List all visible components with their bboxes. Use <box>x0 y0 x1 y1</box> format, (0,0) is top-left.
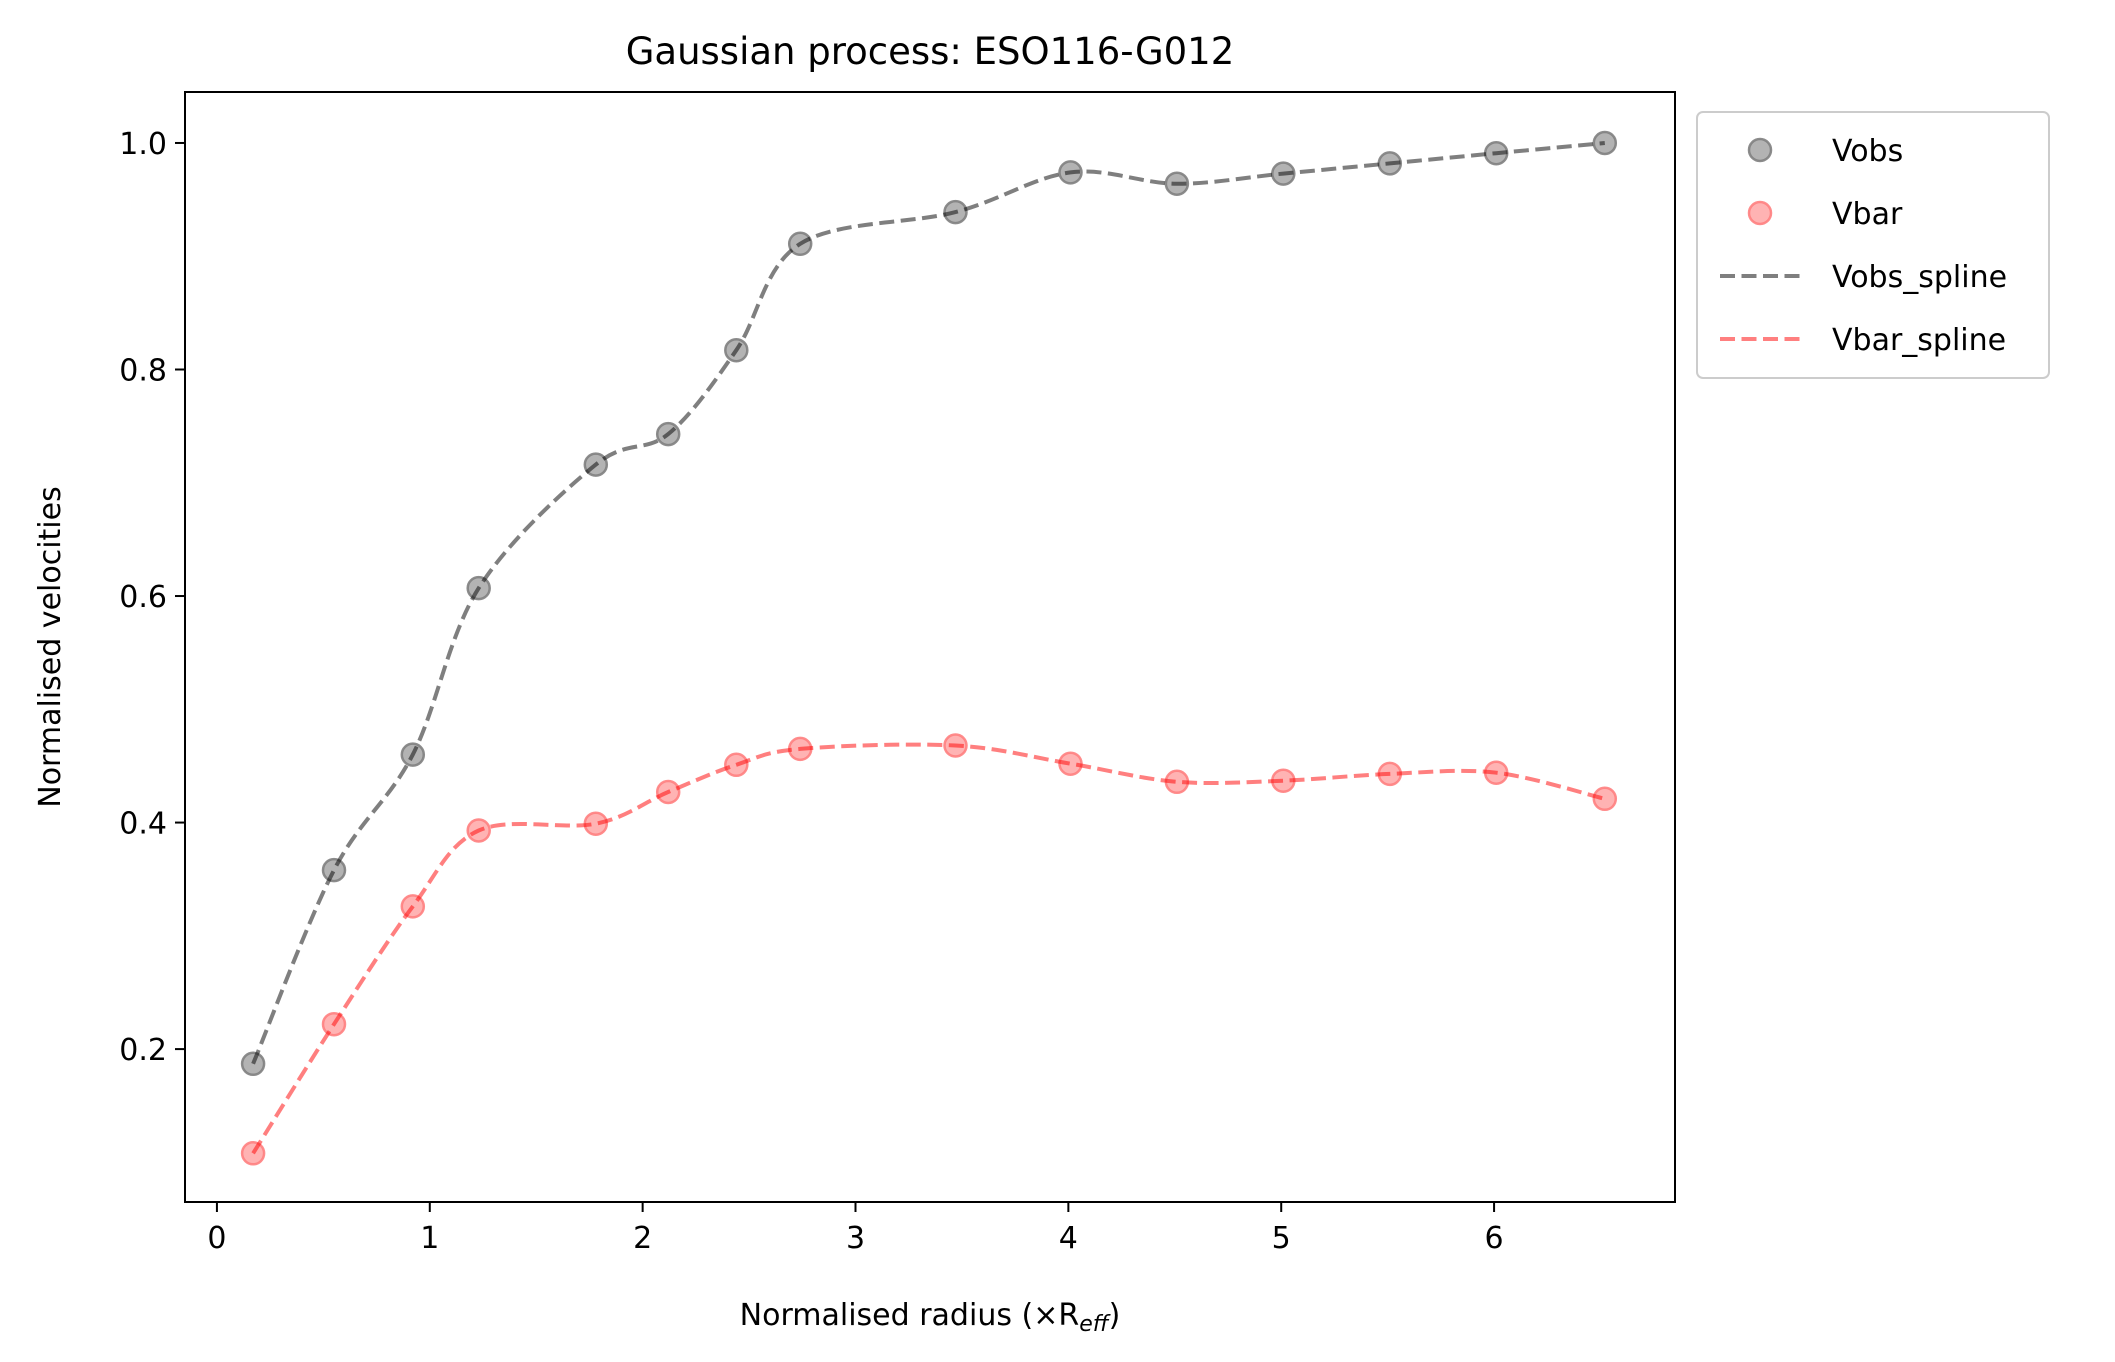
legend-label-vbar_spline: Vbar_spline <box>1832 323 2006 358</box>
point-vbar-14 <box>1592 786 1618 812</box>
legend-marker-vobs <box>1747 137 1773 163</box>
series-vobs <box>240 130 1618 1077</box>
x-tick-label-2: 2 <box>633 1221 652 1256</box>
legend-item-vobs: Vobs <box>1747 134 1903 169</box>
x-axis-label-subscript: eff <box>1079 1312 1111 1337</box>
axes-frame <box>184 91 1676 1203</box>
legend-label-vobs_spline: Vobs_spline <box>1832 260 2007 295</box>
y-tick-label-2: 0.6 <box>119 580 167 615</box>
legend-label-vbar: Vbar <box>1832 197 1903 232</box>
x-axis-label-end: ) <box>1109 1298 1121 1333</box>
legend-label-vobs: Vobs <box>1832 134 1903 169</box>
y-tick-label-1: 0.4 <box>119 807 167 842</box>
x-tick-label-3: 3 <box>846 1221 865 1256</box>
line-vobs_spline <box>251 141 1605 1065</box>
line-vbar_spline <box>251 742 1606 1155</box>
legend-item-vbar: Vbar <box>1747 197 1903 232</box>
y-tick-label-0: 0.2 <box>119 1033 167 1068</box>
legend-item-vobs_spline: Vobs_spline <box>1720 260 2007 295</box>
y-tick-label-3: 0.8 <box>119 354 167 389</box>
x-axis-label: Normalised radius (×Reff) <box>740 1298 1121 1337</box>
chart-title: Gaussian process: ESO116-G012 <box>626 30 1235 73</box>
legend-marker-vbar <box>1747 200 1773 226</box>
x-tick-label-1: 1 <box>420 1221 439 1256</box>
x-axis-label-main: Normalised radius (×R <box>740 1298 1080 1333</box>
legend-frame <box>1696 111 2050 379</box>
x-tick-label-0: 0 <box>207 1221 226 1256</box>
plot-area <box>240 130 1618 1166</box>
x-tick-label-6: 6 <box>1485 1221 1504 1256</box>
x-axis-ticks: 0 1 2 3 4 5 6 <box>207 1202 1504 1256</box>
y-axis-label: Normalised velocities <box>33 486 68 807</box>
x-tick-label-4: 4 <box>1059 1221 1078 1256</box>
legend: Vobs Vbar Vobs_spline Vbar_spline <box>1696 111 2050 379</box>
legend-item-vbar_spline: Vbar_spline <box>1720 323 2006 358</box>
point-vobs-1 <box>321 857 347 883</box>
y-tick-label-4: 1.0 <box>119 127 167 162</box>
y-axis-ticks: 0.2 0.4 0.6 0.8 1.0 <box>119 127 185 1068</box>
x-tick-label-5: 5 <box>1272 1221 1291 1256</box>
